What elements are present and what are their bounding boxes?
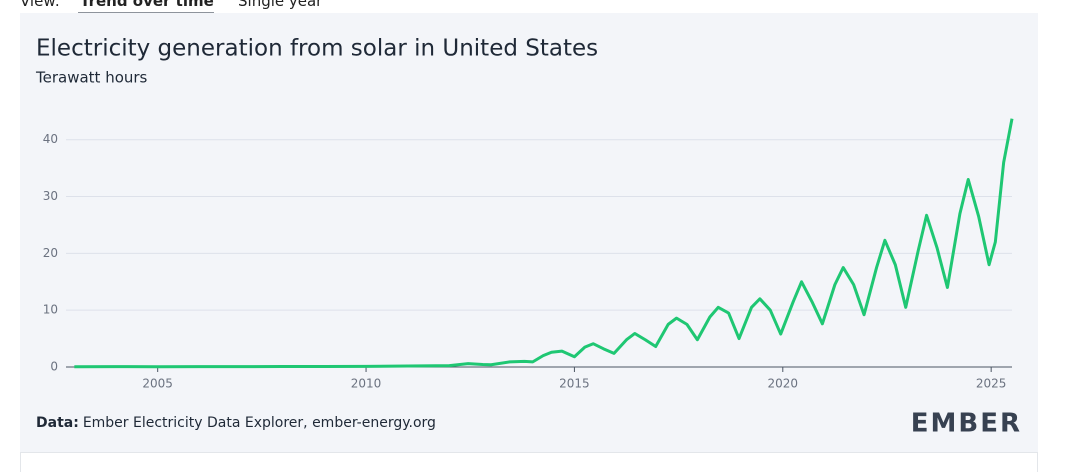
x-tick-label: 2020	[768, 377, 799, 391]
y-tick-label: 0	[50, 360, 58, 374]
y-tick-label: 20	[43, 246, 58, 260]
view-label: View:	[20, 0, 60, 10]
brand-logo[interactable]: EMBER	[911, 409, 1022, 439]
source-text: Ember Electricity Data Explorer, ember-e…	[83, 415, 436, 431]
y-tick-label: 30	[43, 189, 58, 203]
x-tick-label: 2015	[559, 377, 590, 391]
x-tick-label: 2025	[976, 377, 1007, 391]
chart-subtitle: Terawatt hours	[35, 69, 148, 87]
x-tick-label: 2005	[142, 377, 173, 391]
source-label: Data:	[36, 415, 79, 431]
y-tick-label: 40	[43, 132, 58, 146]
tab[interactable]: Single year	[238, 0, 323, 10]
chart-title: Electricity generation from solar in Uni…	[36, 36, 598, 62]
chart-card	[20, 13, 1038, 452]
data-line	[74, 118, 1014, 369]
source: Data: Ember Electricity Data Explorer, em…	[36, 415, 436, 431]
x-tick-label: 2010	[351, 377, 382, 391]
tab[interactable]: Trend over time	[80, 0, 214, 10]
y-tick-label: 10	[43, 303, 58, 317]
